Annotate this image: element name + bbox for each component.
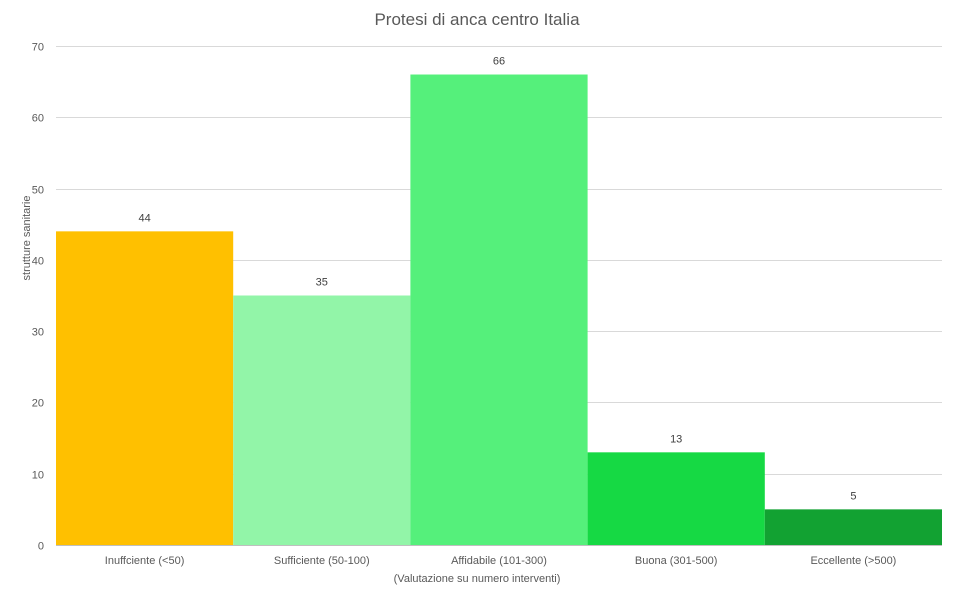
data-label: 66 xyxy=(493,56,505,68)
x-tick-label: Inuffciente (<50) xyxy=(105,555,185,567)
x-axis-ticks: Inuffciente (<50) Sufficiente (50-100) Aff… xyxy=(105,555,897,567)
bar xyxy=(56,231,234,546)
bar xyxy=(764,509,942,545)
chart-title: Protesi di anca centro Italia xyxy=(374,10,580,29)
data-label: 13 xyxy=(670,433,682,445)
y-tick-label: 20 xyxy=(32,398,44,410)
y-axis-ticks: 0 10 20 30 40 50 60 70 xyxy=(32,42,44,553)
bar xyxy=(233,295,411,545)
y-tick-label: 40 xyxy=(32,256,44,268)
data-label: 35 xyxy=(316,277,328,289)
y-tick-label: 0 xyxy=(38,541,44,553)
y-tick-label: 30 xyxy=(32,327,44,339)
bar xyxy=(587,452,765,545)
y-tick-label: 10 xyxy=(32,470,44,482)
data-labels: 44 35 66 13 5 xyxy=(138,56,856,503)
x-tick-label: Eccellente (>500) xyxy=(810,555,896,567)
data-label: 44 xyxy=(138,212,150,224)
x-axis-title: (Valutazione su numero interventi) xyxy=(394,573,561,585)
x-tick-label: Buona (301-500) xyxy=(635,555,718,567)
x-tick-label: Affidabile (101-300) xyxy=(451,555,547,567)
bar xyxy=(410,74,588,545)
bars xyxy=(56,74,942,546)
y-tick-label: 50 xyxy=(32,185,44,197)
y-tick-label: 70 xyxy=(32,42,44,54)
y-axis-title: strutture sanitarie xyxy=(21,196,33,281)
y-tick-label: 60 xyxy=(32,113,44,125)
x-tick-label: Sufficiente (50-100) xyxy=(274,555,370,567)
data-label: 5 xyxy=(850,490,856,502)
